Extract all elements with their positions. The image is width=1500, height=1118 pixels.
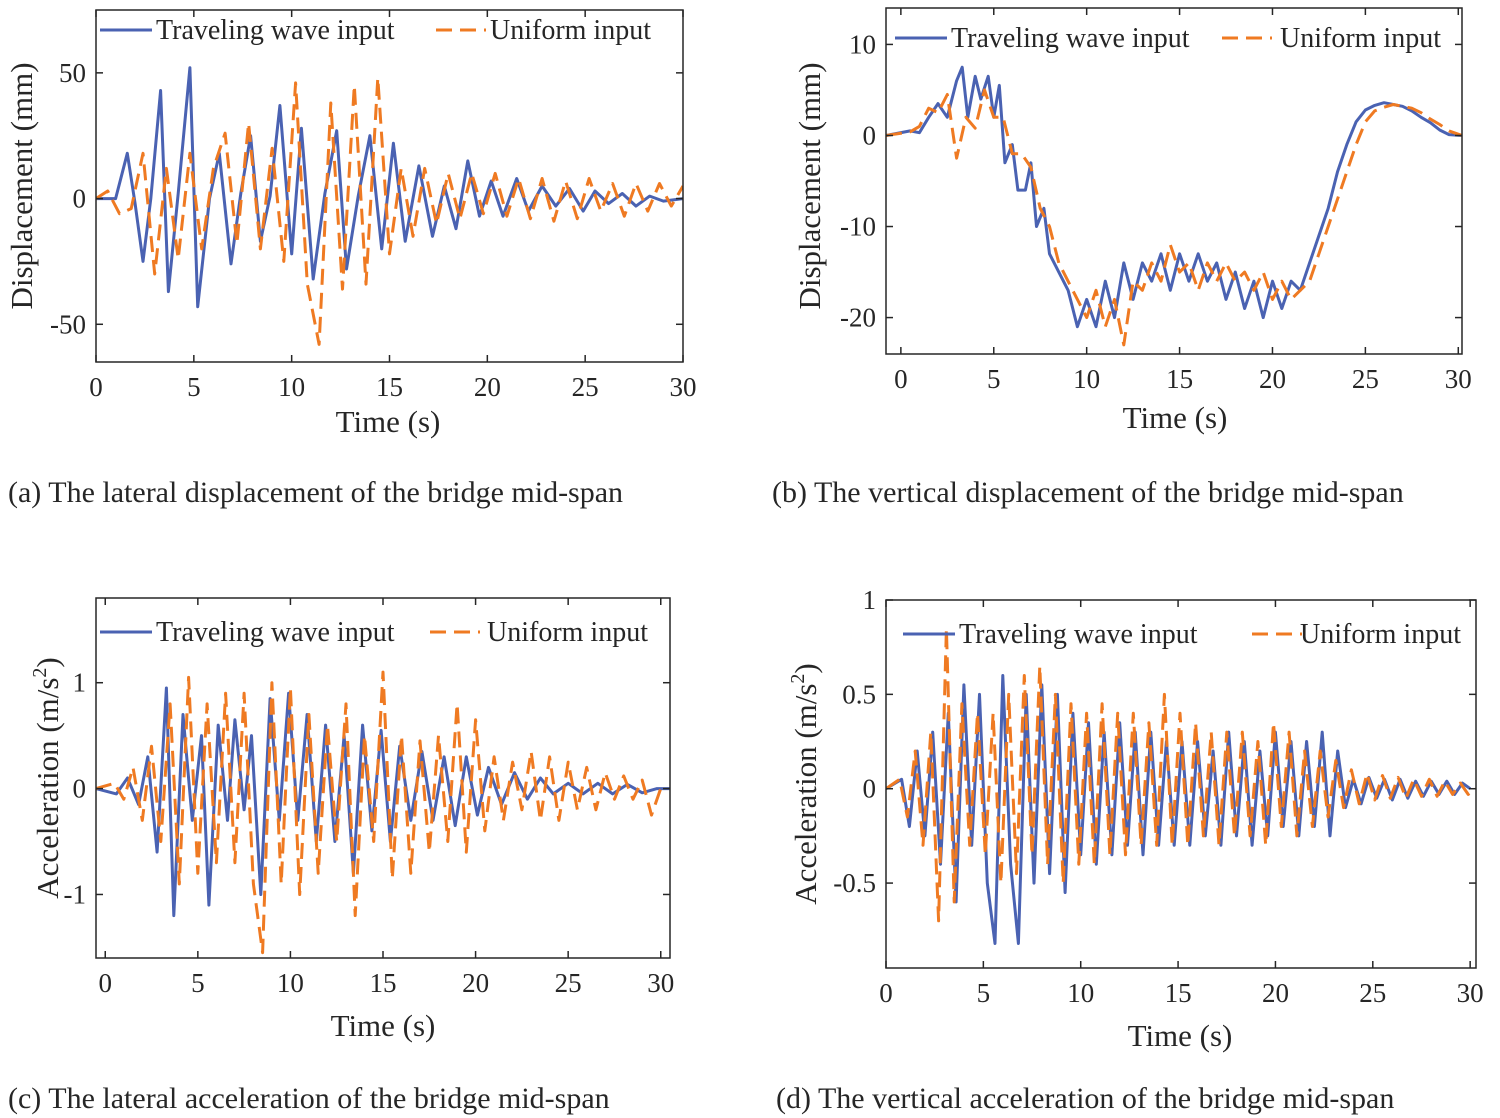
x-tick-label: 15 [1166, 364, 1193, 394]
y-tick-label: -1 [64, 879, 87, 909]
x-tick-label: 25 [555, 968, 582, 998]
series-uniform-line [886, 626, 1476, 923]
x-tick-label: 5 [187, 372, 201, 402]
chart-a: 0 5 10 15 20 25 30 -50 0 50 Time (s) Displacement (… [4, 9, 697, 509]
x-tick-label: 0 [99, 968, 113, 998]
x-tick-label: 20 [1262, 978, 1289, 1008]
y-tick-label: 0 [863, 774, 877, 804]
x-tick-label: 0 [879, 978, 893, 1008]
y-tick-label: -50 [50, 309, 86, 339]
y-tick-label: -10 [840, 212, 876, 242]
x-tick-label: 5 [977, 978, 991, 1008]
chart-caption: (b) The vertical displacement of the bri… [772, 476, 1404, 509]
series-traveling-line [886, 65, 1462, 329]
y-tick-label: 0 [863, 120, 877, 150]
x-tick-label: 25 [1352, 364, 1379, 394]
y-tick-label: 1 [863, 585, 877, 615]
x-tick-label: 20 [1259, 364, 1286, 394]
legend: Traveling wave input Uniform input [100, 617, 648, 648]
x-tick-label: 30 [1457, 978, 1484, 1008]
x-axis-label: Time (s) [1123, 400, 1228, 435]
legend: Traveling wave input Uniform input [903, 619, 1461, 650]
x-tick-label: 30 [1445, 364, 1472, 394]
y-tick-label: -0.5 [833, 868, 876, 898]
legend-traveling-label: Traveling wave input [156, 617, 395, 648]
x-tick-label: 0 [894, 364, 908, 394]
x-tick-label: 15 [376, 372, 403, 402]
legend-traveling-label: Traveling wave input [951, 23, 1190, 54]
x-tick-label: 5 [191, 968, 205, 998]
x-tick-label: 10 [1073, 364, 1100, 394]
x-axis-label: Time (s) [1128, 1018, 1233, 1053]
legend-traveling-label: Traveling wave input [156, 15, 395, 46]
series-uniform-line [96, 76, 683, 346]
y-tick-label: 0 [73, 774, 87, 804]
y-axis-label: Acceleration (m/s2) [29, 657, 65, 899]
series-uniform-line [96, 670, 663, 955]
x-tick-label: 10 [1067, 978, 1094, 1008]
chart-caption: (c) The lateral acceleration of the brid… [8, 1082, 610, 1115]
x-tick-label: 30 [670, 372, 697, 402]
legend-uniform-label: Uniform input [1280, 23, 1441, 54]
x-tick-label: 20 [462, 968, 489, 998]
chart-d: 0 5 10 15 20 25 30 -0.5 0 0.5 1 Time (s) Acceleratio… [776, 585, 1484, 1115]
series-uniform-line [886, 88, 1462, 347]
x-axis-label: Time (s) [331, 1008, 436, 1043]
x-tick-label: 15 [1165, 978, 1192, 1008]
y-axis-label: Displacement (mm) [792, 62, 827, 309]
legend-traveling-label: Traveling wave input [959, 619, 1198, 650]
chart-caption: (a) The lateral displacement of the brid… [8, 476, 623, 509]
legend-uniform-label: Uniform input [1300, 619, 1461, 650]
chart-c: 0 5 10 15 20 25 30 -1 0 1 Time (s) Acceleration (m/… [8, 597, 674, 1115]
plot-frame [885, 7, 1463, 355]
x-tick-label: 20 [474, 372, 501, 402]
chart-b: 0 5 10 15 20 25 30 -20 -10 0 10 Time (s) Displacemen… [772, 7, 1472, 509]
x-tick-label: 5 [987, 364, 1001, 394]
y-tick-label: 0.5 [842, 679, 876, 709]
legend-uniform-label: Uniform input [487, 617, 648, 648]
y-tick-label: 0 [73, 184, 87, 214]
x-tick-label: 10 [277, 968, 304, 998]
x-tick-label: 15 [370, 968, 397, 998]
y-tick-label: -20 [840, 303, 876, 333]
chart-caption: (d) The vertical acceleration of the bri… [776, 1082, 1394, 1115]
plot-frame [885, 599, 1477, 969]
x-tick-label: 0 [89, 372, 103, 402]
y-tick-label: 50 [59, 58, 86, 88]
y-axis-label: Acceleration (m/s2) [787, 663, 823, 905]
legend: Traveling wave input Uniform input [100, 15, 651, 46]
series-traveling-line [886, 674, 1472, 945]
x-axis-label: Time (s) [336, 404, 441, 439]
legend: Traveling wave input Uniform input [895, 23, 1441, 54]
x-tick-label: 25 [572, 372, 599, 402]
legend-uniform-label: Uniform input [490, 15, 651, 46]
x-tick-label: 25 [1359, 978, 1386, 1008]
series-traveling-line [96, 686, 670, 918]
x-tick-label: 30 [647, 968, 674, 998]
y-tick-label: 10 [849, 29, 876, 59]
y-tick-label: 1 [73, 668, 87, 698]
y-axis-label: Displacement (mm) [4, 62, 39, 309]
series-traveling-line [96, 66, 683, 309]
x-tick-label: 10 [278, 372, 305, 402]
